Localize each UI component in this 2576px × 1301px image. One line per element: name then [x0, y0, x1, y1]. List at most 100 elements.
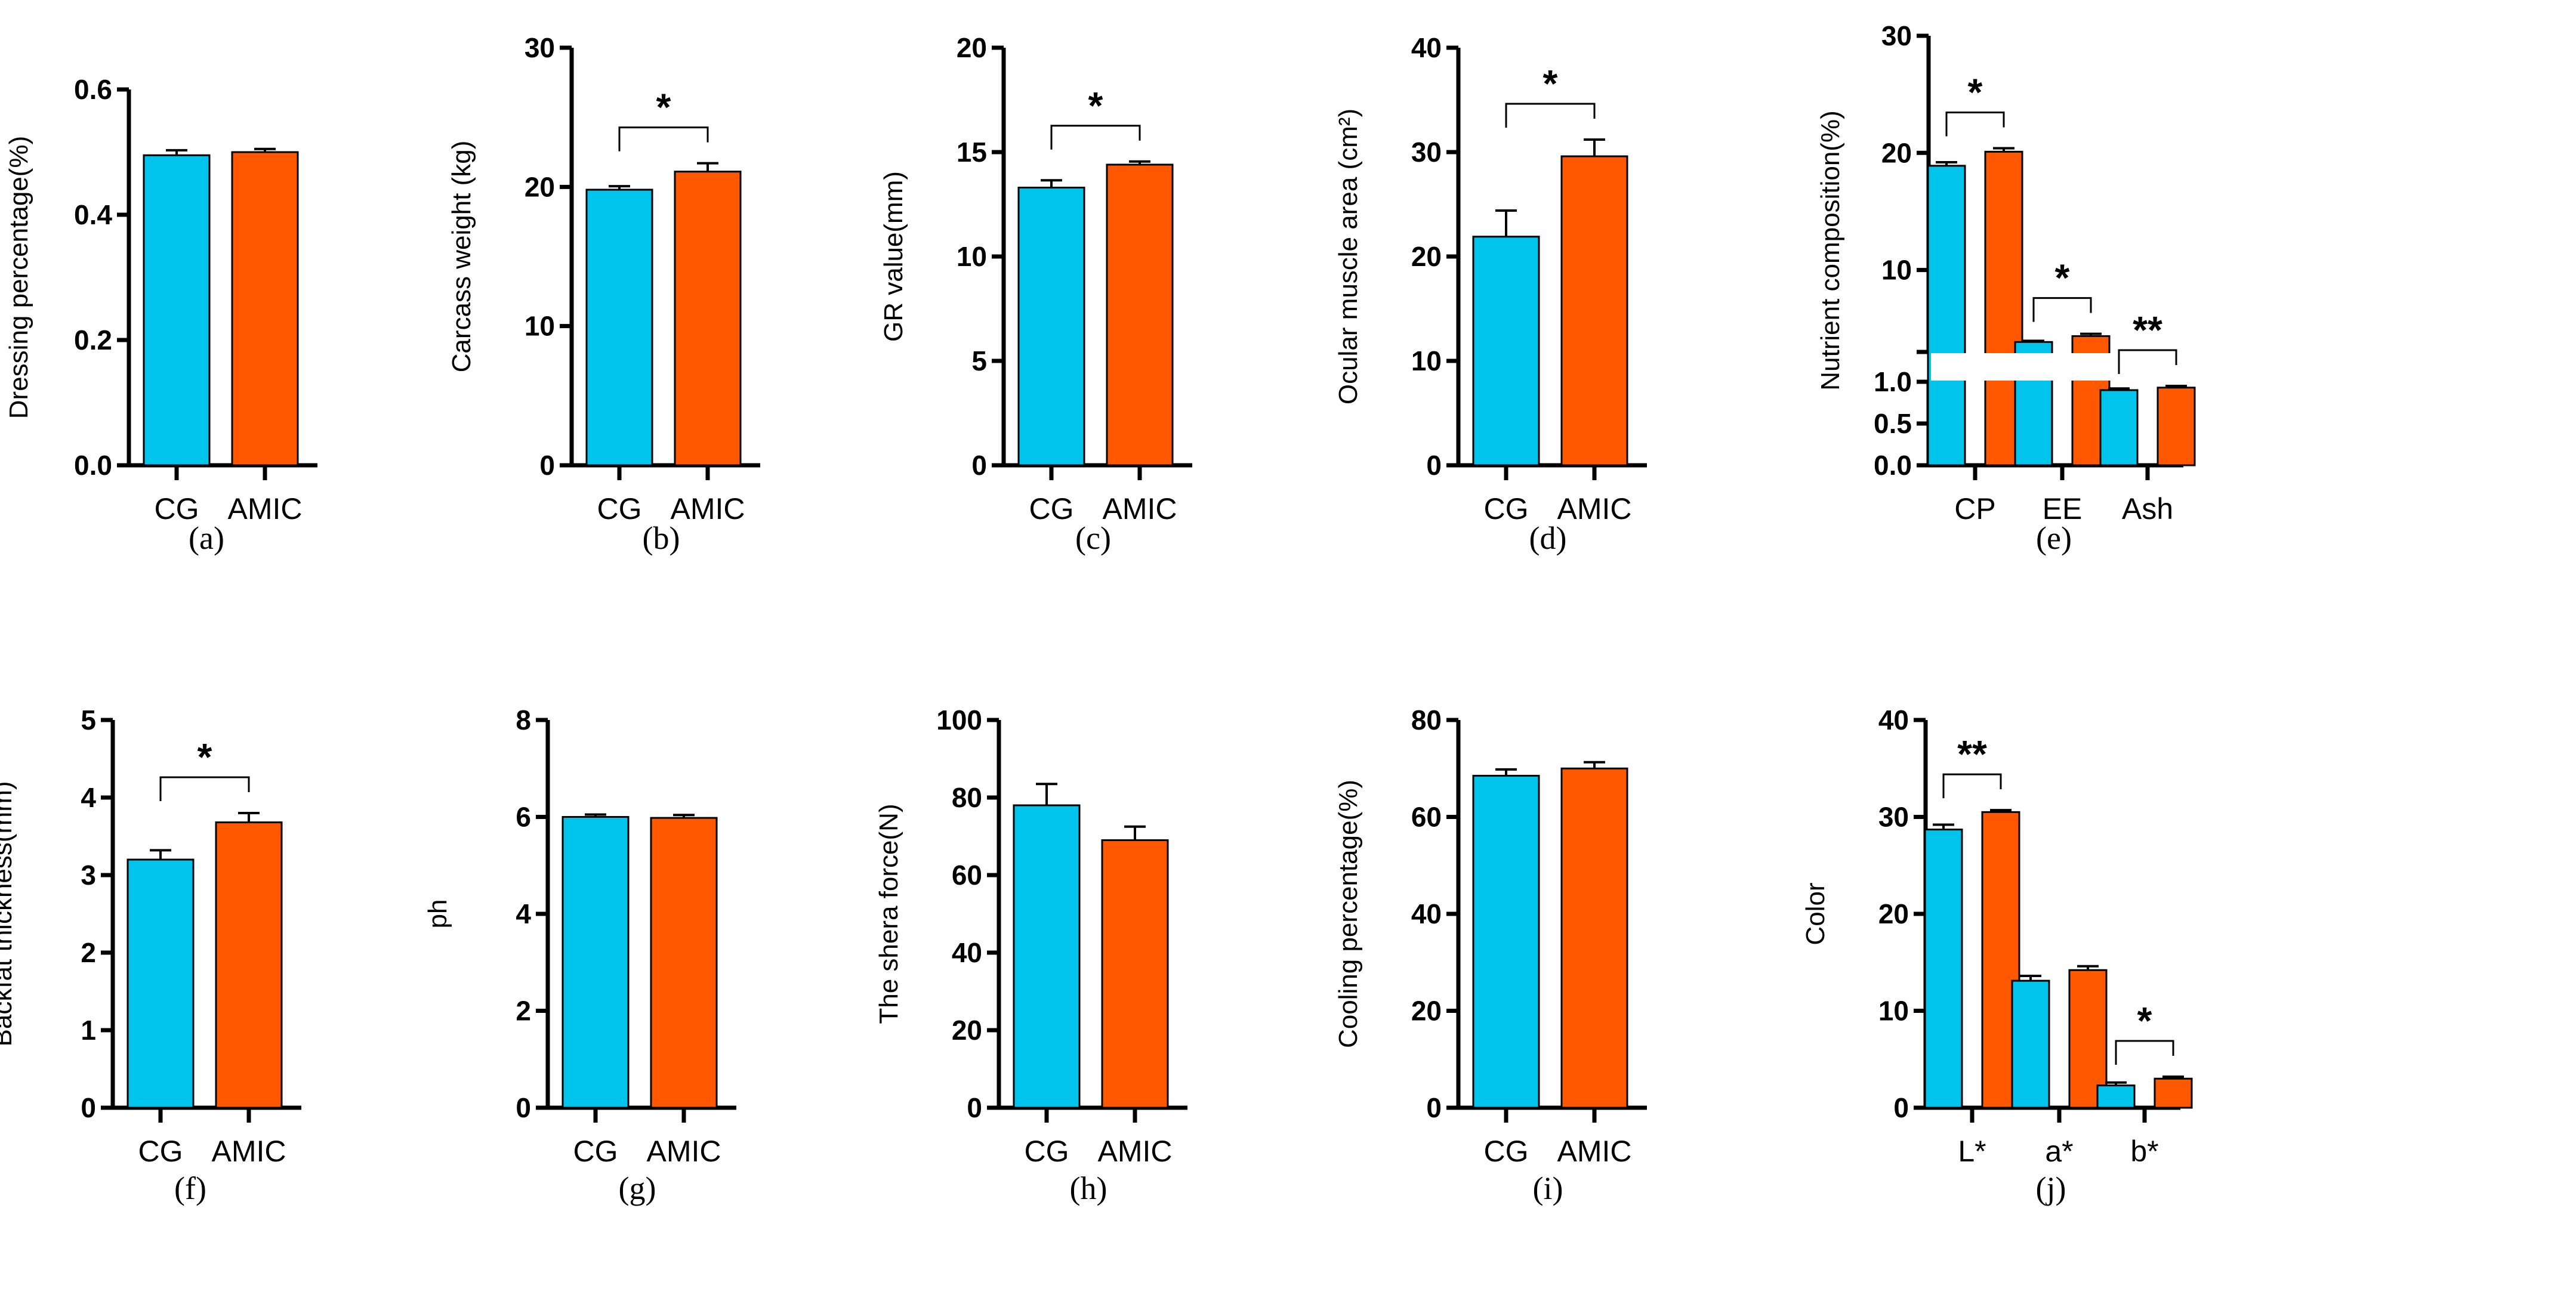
x-tick-label: AMIC — [647, 1135, 721, 1168]
y-tick-label: 80 — [952, 782, 982, 813]
panel-g: 0 2 4 6 8 ph CG AMIC(g) — [423, 704, 736, 1206]
bar-amic — [1101, 839, 1169, 1109]
bar-amic — [1560, 155, 1628, 466]
y-tick-label: 40 — [952, 937, 982, 968]
significance-label: ** — [1957, 733, 1987, 775]
significance-label: * — [1088, 84, 1103, 127]
y-tick-label: 10 — [525, 311, 555, 342]
x-tick-label: AMIC — [212, 1135, 286, 1168]
y-tick-label: 0 — [1426, 1092, 1442, 1123]
x-tick-label: a* — [2045, 1135, 2073, 1168]
y-tick-label: 0.5 — [1874, 408, 1912, 439]
y-tick-label: 0 — [81, 1092, 96, 1123]
y-tick-label: 0 — [967, 1092, 982, 1123]
y-tick-label: 20 — [1411, 241, 1442, 272]
y-tick-label: 4 — [516, 898, 531, 929]
x-tick-label: CG — [1029, 492, 1074, 526]
y-tick-label: 0 — [971, 450, 987, 481]
x-tick-label: AMIC — [1103, 492, 1177, 526]
y-tick-label: 40 — [1411, 898, 1442, 929]
y-axis-label: The shera force(N) — [874, 804, 903, 1024]
bar-amic — [650, 817, 718, 1109]
significance-bracket — [1942, 773, 2002, 799]
bar-cg — [2099, 389, 2139, 466]
y-tick-label: 60 — [952, 860, 982, 891]
y-axis-label: Color — [1801, 882, 1830, 945]
y-tick-label: 0 — [516, 1092, 531, 1123]
panel-f: 0 1 2 3 4 5 Backfat thickness(mm) CG AMIC * (f) — [0, 704, 301, 1206]
y-tick-label: 8 — [516, 704, 531, 736]
bar-cg — [1472, 774, 1540, 1109]
y-axis-label: ph — [423, 900, 452, 929]
y-tick-label: 0.6 — [74, 74, 112, 105]
panel-label: (i) — [1533, 1170, 1563, 1206]
y-tick-label: 0.0 — [74, 450, 112, 481]
bar-cg — [1924, 829, 1963, 1109]
bar-cg — [1013, 804, 1081, 1109]
y-tick-label: 40 — [1878, 704, 1909, 736]
significance-label: ** — [2133, 308, 2162, 351]
panel-c: 0 5 10 15 20 GR value(mm) CG AMIC * (c) — [879, 32, 1192, 556]
y-tick-label: 20 — [957, 32, 987, 63]
x-tick-label: CP — [1954, 492, 1995, 526]
y-tick-label: 0.4 — [74, 199, 112, 230]
y-tick-label: 10 — [1881, 255, 1912, 286]
y-tick-label: 10 — [1878, 996, 1909, 1027]
bar-cg — [2096, 1084, 2136, 1109]
y-axis-label: Backfat thickness(mm) — [0, 781, 17, 1047]
y-tick-label: 3 — [81, 860, 96, 891]
y-tick-label: 5 — [81, 704, 96, 736]
x-tick-label: EE — [2043, 492, 2083, 526]
x-tick-label: CG — [138, 1135, 183, 1168]
x-tick-label: CG — [597, 492, 642, 526]
y-tick-label: 30 — [1411, 137, 1442, 168]
y-tick-label: 0 — [1893, 1092, 1909, 1123]
bar-cg — [585, 188, 653, 466]
y-tick-label: 20 — [1411, 996, 1442, 1027]
y-axis-label: Cooling percentage(%) — [1334, 780, 1363, 1048]
y-tick-label: 30 — [525, 32, 555, 63]
y-tick-label: 1.0 — [1874, 366, 1912, 397]
x-tick-label: CG — [1484, 492, 1529, 526]
panel-label: (e) — [2036, 520, 2072, 556]
significance-label: * — [2137, 999, 2152, 1042]
significance-label: * — [2055, 257, 2070, 299]
significance-bracket — [1945, 111, 2005, 137]
y-tick-label: 0.0 — [1874, 450, 1912, 481]
y-tick-label: 0.2 — [74, 325, 112, 356]
significance-bracket — [159, 776, 250, 801]
bar-amic — [1106, 163, 1174, 466]
y-tick-label: 20 — [1878, 898, 1909, 929]
x-tick-label: CG — [573, 1135, 618, 1168]
y-tick-label: 20 — [1881, 137, 1912, 168]
bar-amic — [1560, 767, 1628, 1109]
significance-label: * — [656, 86, 671, 129]
y-tick-label: 60 — [1411, 802, 1442, 833]
y-axis-label: Dressing percentage(%) — [4, 136, 33, 419]
x-tick-label: b* — [2130, 1135, 2158, 1168]
y-tick-label: 20 — [952, 1015, 982, 1046]
panel-e: 0.0 0.5 1.0 10 20 30 Nutrient composition(%) CP… — [1816, 20, 2196, 556]
y-tick-label: 100 — [936, 704, 982, 736]
y-axis-label: Nutrient composition(%) — [1816, 110, 1845, 391]
significance-label: * — [198, 736, 212, 778]
x-tick-label: Ash — [2122, 492, 2173, 526]
significance-label: * — [1543, 62, 1558, 105]
significance-bracket — [2118, 349, 2177, 374]
significance-bracket — [618, 126, 709, 152]
significance-bracket — [2032, 297, 2092, 322]
bar-amic — [231, 151, 299, 466]
panel-label: (b) — [643, 520, 680, 556]
y-tick-label: 1 — [81, 1015, 96, 1046]
bar-amic — [674, 171, 742, 466]
bar-cg — [1927, 165, 1966, 466]
y-tick-label: 10 — [957, 241, 987, 272]
panel-label: (f) — [174, 1170, 206, 1206]
y-tick-label: 6 — [516, 802, 531, 833]
significance-label: * — [1968, 70, 1983, 113]
y-tick-label: 30 — [1878, 802, 1909, 833]
y-axis-label: GR value(mm) — [879, 171, 908, 342]
bar-cg — [562, 816, 630, 1109]
